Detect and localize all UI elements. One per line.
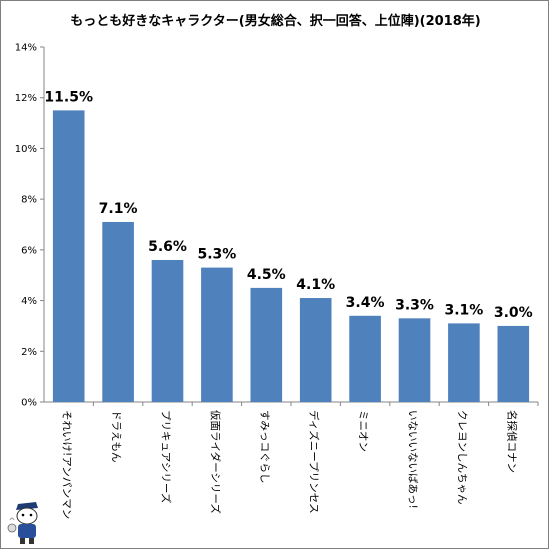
- y-tick-label: 8%: [21, 195, 37, 206]
- data-label: 3.0%: [494, 305, 533, 321]
- bar: [349, 315, 381, 402]
- x-tick-label: ディズニープリンセス: [308, 410, 321, 514]
- data-label: 11.5%: [44, 89, 93, 105]
- y-tick-label: 4%: [21, 296, 37, 307]
- x-tick-label: ドラえもん: [110, 410, 122, 463]
- data-label: 5.3%: [197, 247, 236, 263]
- bar: [497, 325, 530, 402]
- bar: [250, 287, 283, 402]
- x-tick-label: いないいないばあっ!: [407, 410, 419, 509]
- x-tick-label: ミニオン: [357, 410, 369, 452]
- y-tick-label: 6%: [21, 245, 37, 256]
- x-tick-label: プリキュアシリーズ: [160, 410, 173, 503]
- y-axis-ticks: 0% 2% 4% 6% 8% 10% 12% 14%: [15, 43, 44, 409]
- x-tick-label: クレヨンしんちゃん: [456, 410, 468, 505]
- x-tick-label: すみっコぐらし: [258, 410, 270, 484]
- x-tick-label: 仮面ライダーシリーズ: [209, 410, 222, 514]
- bar: [448, 323, 480, 402]
- data-label: 3.3%: [395, 297, 434, 313]
- x-axis-labels: それいけ!アンパンマン ドラえもん プリキュアシリーズ 仮面ライダーシリーズ すみっコぐ…: [61, 410, 519, 519]
- bar: [52, 110, 85, 403]
- data-label: 3.1%: [444, 302, 483, 318]
- x-tick-label: それいけ!アンパンマン: [61, 410, 73, 519]
- bar: [299, 298, 332, 402]
- y-tick-label: 10%: [15, 144, 37, 155]
- bar: [201, 267, 233, 402]
- data-label: 5.6%: [148, 239, 187, 255]
- x-tick-label: 名探偵コナン: [505, 410, 518, 473]
- data-label: 3.4%: [346, 295, 385, 311]
- mascot-illustration: [7, 502, 38, 544]
- y-tick-label: 14%: [15, 43, 37, 54]
- data-label: 7.1%: [99, 201, 138, 217]
- bar: [398, 318, 431, 402]
- y-tick-label: 2%: [21, 347, 37, 358]
- bar-series: [52, 110, 530, 403]
- y-tick-label: 12%: [15, 93, 37, 104]
- bar: [102, 221, 134, 402]
- data-labels: 11.5% 7.1% 5.6% 5.3% 4.5% 4.1% 3.4% 3.3% 3.1% 3.0…: [44, 89, 532, 321]
- y-tick-label: 0%: [21, 398, 37, 409]
- chart-title: もっとも好きなキャラクター(男女総合、択一回答、上位陣)(2018年): [70, 14, 481, 29]
- data-label: 4.1%: [296, 277, 335, 293]
- data-label: 4.5%: [247, 267, 286, 283]
- bar: [151, 260, 184, 402]
